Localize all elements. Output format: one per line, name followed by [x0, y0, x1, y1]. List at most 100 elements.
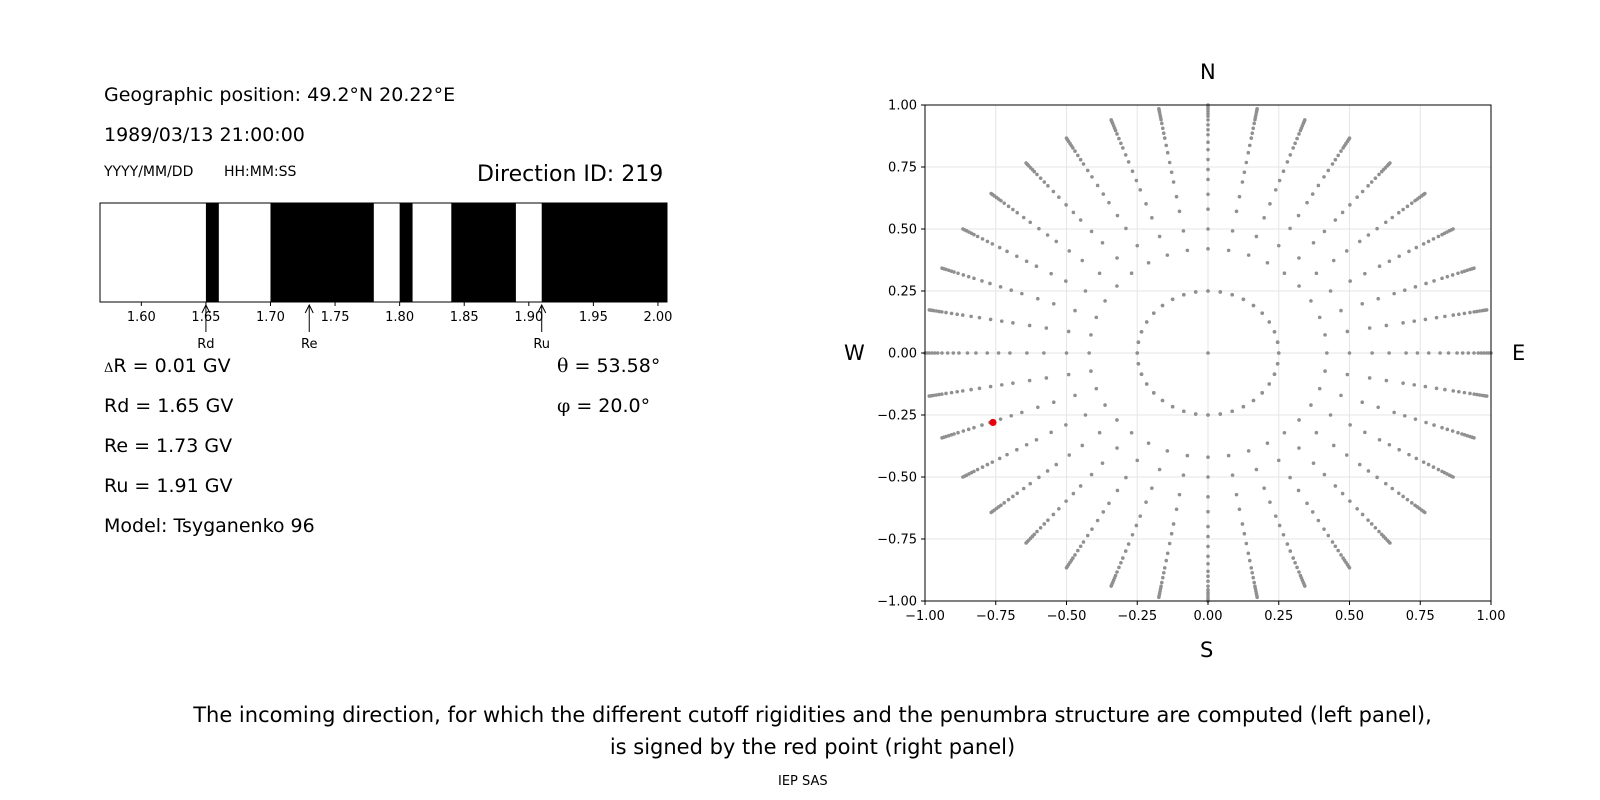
direction-point	[1230, 409, 1234, 414]
direction-point	[1237, 507, 1242, 512]
direction-point	[1206, 590, 1210, 595]
direction-point	[996, 197, 1001, 201]
direction-point	[1011, 321, 1015, 325]
direction-point	[1085, 533, 1090, 538]
direction-point	[1112, 126, 1117, 130]
direction-point	[980, 237, 985, 241]
direction-point	[1417, 195, 1422, 200]
direction-point	[1230, 292, 1234, 297]
direction-point	[1115, 213, 1120, 218]
direction-point	[1309, 299, 1313, 303]
direction-point	[1438, 351, 1442, 355]
direction-point	[1036, 296, 1040, 301]
direction-point	[1054, 239, 1059, 244]
direction-point	[1317, 315, 1322, 320]
direction-point	[1299, 576, 1304, 580]
direction-point	[1377, 438, 1382, 442]
direction-point	[1254, 234, 1259, 239]
direction-point	[1472, 436, 1476, 440]
direction-point	[1450, 429, 1455, 433]
direction-point	[1157, 108, 1162, 113]
theta-symbol: θ	[557, 355, 569, 377]
direction-point	[1314, 271, 1319, 276]
direction-point	[1206, 584, 1210, 588]
direction-point	[1426, 462, 1431, 467]
direction-point	[1273, 188, 1278, 192]
direction-point	[1230, 229, 1235, 233]
direction-point	[1443, 314, 1447, 319]
direction-point	[1451, 475, 1455, 479]
direction-point	[1167, 160, 1172, 165]
direction-point	[927, 351, 932, 355]
direction-point	[1344, 560, 1348, 565]
direction-point	[1038, 525, 1043, 530]
direction-point	[1015, 210, 1020, 215]
direction-point	[1081, 540, 1086, 544]
direction-point	[1480, 308, 1485, 313]
direction-point	[1160, 303, 1165, 308]
direction-point	[1206, 128, 1210, 132]
direction-point	[1299, 126, 1304, 130]
direction-point	[1169, 170, 1174, 175]
direction-point	[1135, 458, 1140, 463]
direction-point	[1240, 180, 1245, 184]
marker-arrow-head	[304, 303, 314, 314]
direction-point	[967, 230, 971, 234]
direction-point	[1333, 544, 1338, 549]
direction-point	[1089, 472, 1094, 477]
direction-point	[1206, 227, 1210, 231]
direction-point	[1230, 409, 1234, 414]
direction-point	[1288, 549, 1293, 553]
direction-point	[1367, 326, 1372, 330]
direction-point	[1482, 393, 1487, 398]
direction-point	[956, 271, 960, 276]
direction-point	[1333, 218, 1338, 222]
direction-point	[1276, 351, 1281, 355]
direction-point	[1161, 131, 1166, 135]
direction-point	[931, 308, 936, 313]
direction-point	[1249, 136, 1254, 140]
direction-point	[1206, 413, 1210, 417]
direction-point	[1387, 351, 1391, 355]
direction-point	[1144, 382, 1149, 386]
direction-point	[1468, 434, 1472, 439]
direction-point	[1275, 340, 1280, 345]
direction-point	[961, 273, 966, 277]
direction-point	[1460, 432, 1464, 436]
direction-point	[1021, 215, 1026, 220]
direction-point	[1226, 248, 1231, 253]
forbidden-band	[541, 203, 667, 302]
direction-point	[1402, 288, 1407, 293]
direction-point	[1246, 150, 1251, 155]
direction-point	[975, 467, 980, 472]
direction-point	[1027, 164, 1031, 168]
direction-point	[1206, 106, 1210, 111]
direction-point	[1110, 119, 1114, 124]
direction-point	[1440, 425, 1444, 430]
direction-point	[1146, 260, 1151, 265]
direction-point	[930, 351, 934, 355]
direction-point	[1005, 452, 1009, 457]
direction-point	[1035, 529, 1039, 534]
direction-point	[1344, 249, 1349, 253]
direction-point	[1206, 588, 1210, 592]
direction-point	[1277, 523, 1282, 528]
direction-point	[1078, 484, 1083, 488]
direction-point	[1002, 201, 1007, 205]
y-tick-label: −0.75	[877, 533, 917, 548]
direction-point	[1476, 351, 1481, 355]
direction-point	[1487, 351, 1491, 355]
direction-point	[1445, 427, 1450, 432]
direction-point	[1170, 297, 1175, 302]
direction-point	[1251, 398, 1256, 403]
direction-point	[1388, 541, 1392, 545]
direction-point	[1206, 109, 1210, 113]
forbidden-band	[451, 203, 516, 302]
direction-point	[1489, 351, 1493, 355]
direction-point	[1302, 584, 1307, 588]
direction-point	[1130, 169, 1135, 174]
direction-point	[934, 309, 939, 313]
direction-point	[1325, 351, 1329, 355]
direction-point	[992, 508, 997, 512]
direction-point	[1119, 141, 1123, 146]
